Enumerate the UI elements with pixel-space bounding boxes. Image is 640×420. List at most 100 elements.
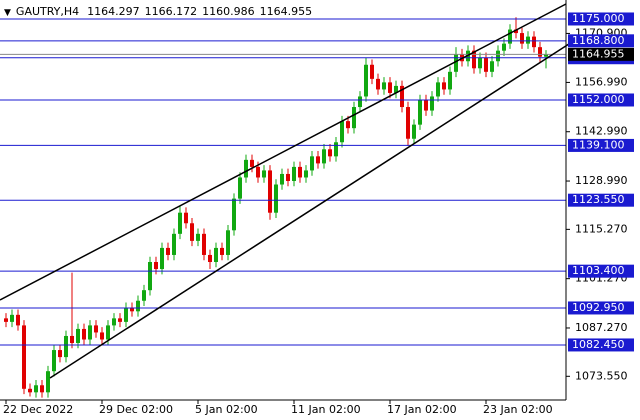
candle-body	[346, 121, 350, 129]
candle-body	[52, 350, 56, 372]
candle-body	[316, 156, 320, 164]
candle-body	[400, 85, 404, 108]
y-tick-label: 1115.270	[575, 222, 628, 235]
x-tick-label: 11 Jan 02:00	[291, 403, 361, 416]
candle-body	[94, 325, 98, 333]
level-label: 1103.400	[572, 264, 625, 277]
candle-body	[478, 57, 482, 69]
candle-body	[292, 166, 296, 181]
candle-body	[334, 142, 338, 157]
chart-header: ▼ GAUTRY,H4 1164.297 1166.172 1160.986 1164.9…	[4, 5, 312, 18]
candle-body	[130, 307, 134, 312]
candle-body	[160, 247, 164, 270]
candle-body	[280, 173, 284, 185]
axes: 1170.9001156.9901142.9901128.9901115.270…	[3, 12, 634, 416]
y-tick-label: 1156.990	[575, 75, 628, 88]
candle-body	[472, 50, 476, 69]
candle-body	[28, 388, 32, 393]
candle-body	[148, 262, 152, 291]
candle-body	[340, 121, 344, 143]
candle-body	[202, 233, 206, 255]
x-tick-label: 22 Dec 2022	[3, 403, 73, 416]
candle-body	[370, 64, 374, 79]
candle-body	[70, 335, 74, 344]
candle-body	[532, 36, 536, 48]
y-tick-label: 1073.550	[575, 369, 628, 382]
candle-body	[238, 177, 242, 199]
level-label: 1139.100	[572, 138, 625, 151]
candle-body	[514, 29, 518, 34]
level-label-box	[568, 93, 634, 107]
candle-body	[226, 230, 230, 255]
candle-body	[208, 254, 212, 263]
plot-area	[0, 17, 566, 398]
last-high: 1166.172	[145, 5, 198, 18]
candle-body	[526, 36, 530, 44]
candle-body	[124, 307, 128, 322]
candle-body	[304, 170, 308, 178]
current-price-label: 1164.955	[572, 47, 625, 60]
candle-body	[118, 318, 122, 322]
y-tick-label: 1142.990	[575, 125, 628, 138]
candle-body	[496, 50, 500, 62]
symbol: GAUTRY,H4	[16, 5, 79, 18]
candle-body	[268, 170, 272, 213]
candle-body	[382, 82, 386, 90]
candle-body	[22, 325, 26, 389]
candle-body	[4, 318, 8, 322]
level-label: 1082.450	[572, 338, 625, 351]
level-label: 1123.550	[572, 193, 625, 206]
candle-body	[214, 247, 218, 263]
level-label: 1092.950	[572, 301, 625, 314]
candle-body	[244, 159, 248, 178]
lower-channel-line	[49, 41, 573, 379]
candle-body	[322, 149, 326, 164]
upper-channel-line	[0, 3, 567, 301]
level-label-box	[568, 193, 634, 207]
candle-body	[352, 107, 356, 129]
level-label: 1152.000	[572, 93, 625, 106]
candle-body	[298, 166, 302, 178]
menu-arrow: ▼	[4, 8, 11, 18]
candle-body	[436, 82, 440, 97]
candle-body	[454, 54, 458, 72]
candle-body	[82, 328, 86, 340]
candle-body	[328, 149, 332, 157]
level-label-box	[568, 338, 634, 352]
candle-body	[412, 124, 416, 139]
candle-body	[88, 325, 92, 340]
candle-body	[172, 233, 176, 255]
level-label: 1168.800	[572, 34, 625, 47]
candle-body	[64, 335, 68, 358]
candle-body	[442, 82, 446, 90]
candle-body	[196, 233, 200, 241]
candle-body	[538, 47, 542, 57]
y-tick-label: 1087.270	[575, 321, 628, 334]
candle-body	[364, 64, 368, 97]
candle-body	[262, 170, 266, 178]
candle-body	[484, 57, 488, 72]
candle-body	[448, 71, 452, 90]
candle-body	[178, 212, 182, 234]
candle-body	[46, 371, 50, 393]
level-label-box	[568, 301, 634, 315]
last-close: 1164.955	[260, 5, 313, 18]
candle-body	[58, 350, 62, 358]
current-price-box	[568, 47, 634, 61]
candle-body	[418, 99, 422, 125]
candle-body	[508, 29, 512, 44]
candle-body	[274, 184, 278, 213]
candle-body	[106, 325, 110, 340]
level-label-box	[568, 264, 634, 278]
candle-body	[430, 96, 434, 111]
candle-body	[502, 43, 506, 51]
x-tick-label: 5 Jan 02:00	[195, 403, 258, 416]
candle-body	[34, 385, 38, 393]
candle-body	[142, 290, 146, 301]
candle-body	[232, 198, 236, 231]
candle-body	[76, 328, 80, 344]
x-tick-label: 23 Jan 02:00	[483, 403, 553, 416]
candle-body	[136, 300, 140, 312]
